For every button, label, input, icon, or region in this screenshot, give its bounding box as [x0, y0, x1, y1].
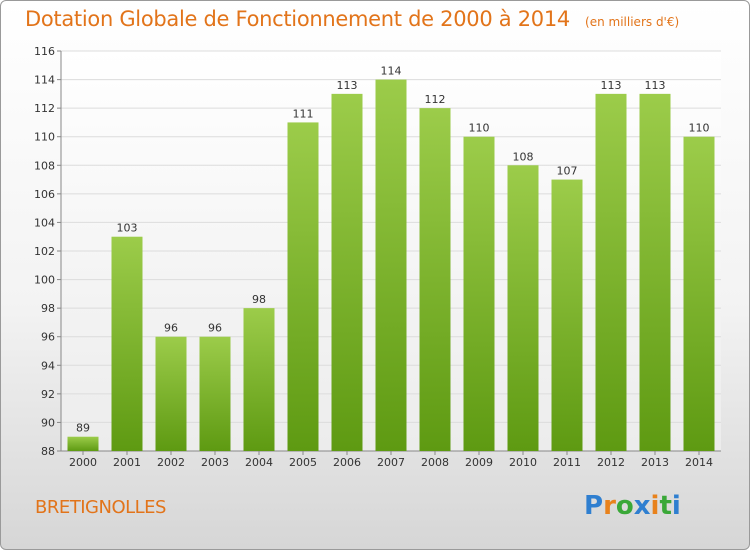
- x-tick-label: 2005: [289, 456, 317, 469]
- bar-2014: [683, 136, 715, 451]
- y-tick-label: 116: [34, 45, 55, 58]
- chart-unit-label: (en milliers d'€): [585, 15, 680, 29]
- bar-2005: [287, 122, 319, 451]
- logo-letter: o: [615, 491, 634, 521]
- x-tick-label: 2007: [377, 456, 405, 469]
- bar-2007: [375, 79, 407, 452]
- logo-letter: i: [650, 491, 660, 521]
- bar-2010: [507, 165, 539, 452]
- bar-2004: [243, 308, 275, 451]
- y-tick-label: 98: [41, 302, 55, 315]
- logo-letter: P: [584, 491, 604, 521]
- bar-value-label: 103: [117, 222, 138, 235]
- y-tick-label: 106: [34, 188, 55, 201]
- y-tick-label: 108: [34, 159, 55, 172]
- y-tick-label: 112: [34, 102, 55, 115]
- bar-value-label: 96: [208, 322, 222, 335]
- bar-2008: [419, 108, 451, 452]
- bar-2001: [111, 236, 143, 451]
- bar-value-label: 112: [425, 93, 446, 106]
- chart-title: Dotation Globale de Fonctionnement de 20…: [25, 7, 570, 31]
- bar-2011: [551, 179, 583, 452]
- x-tick-label: 2012: [597, 456, 625, 469]
- bar-value-label: 110: [469, 122, 490, 135]
- x-tick-label: 2010: [509, 456, 537, 469]
- x-tick-label: 2001: [113, 456, 141, 469]
- logo-letter: i: [671, 491, 681, 521]
- bar-2000: [67, 436, 99, 451]
- x-tick-label: 2002: [157, 456, 185, 469]
- y-tick-label: 88: [41, 445, 55, 458]
- bar-value-label: 89: [76, 422, 90, 435]
- y-tick-label: 104: [34, 216, 55, 229]
- y-tick-label: 96: [41, 331, 55, 344]
- x-tick-label: 2000: [69, 456, 97, 469]
- bar-value-label: 113: [645, 79, 666, 92]
- commune-name: BRETIGNOLLES: [35, 497, 166, 518]
- bar-2006: [331, 93, 363, 451]
- x-tick-label: 2014: [685, 456, 713, 469]
- logo-letter: t: [659, 491, 672, 521]
- bar-value-label: 111: [293, 107, 314, 120]
- y-tick-label: 90: [41, 416, 55, 429]
- x-tick-label: 2011: [553, 456, 581, 469]
- bar-2012: [595, 93, 627, 451]
- bar-value-label: 110: [689, 122, 710, 135]
- y-tick-label: 114: [34, 74, 55, 87]
- x-tick-label: 2004: [245, 456, 273, 469]
- bar-value-label: 107: [557, 165, 578, 178]
- title-row: Dotation Globale de Fonctionnement de 20…: [25, 7, 679, 31]
- x-tick-label: 2008: [421, 456, 449, 469]
- y-tick-label: 102: [34, 245, 55, 258]
- bar-value-label: 108: [513, 150, 534, 163]
- bar-value-label: 113: [337, 79, 358, 92]
- x-tick-label: 2013: [641, 456, 669, 469]
- bar-2009: [463, 136, 495, 451]
- x-tick-label: 2009: [465, 456, 493, 469]
- logo-letter: x: [633, 491, 651, 521]
- y-tick-label: 94: [41, 359, 55, 372]
- y-tick-label: 92: [41, 388, 55, 401]
- bar-value-label: 114: [381, 65, 402, 78]
- x-tick-label: 2006: [333, 456, 361, 469]
- bar-2002: [155, 336, 187, 451]
- proxiti-logo[interactable]: Proxiti: [584, 491, 681, 521]
- y-tick-label: 110: [34, 131, 55, 144]
- y-tick-label: 100: [34, 274, 55, 287]
- bar-2003: [199, 336, 231, 451]
- bar-value-label: 98: [252, 293, 266, 306]
- x-tick-label: 2003: [201, 456, 229, 469]
- bar-value-label: 96: [164, 322, 178, 335]
- bar-value-label: 113: [601, 79, 622, 92]
- logo-letter: r: [603, 491, 616, 521]
- bar-2013: [639, 93, 671, 451]
